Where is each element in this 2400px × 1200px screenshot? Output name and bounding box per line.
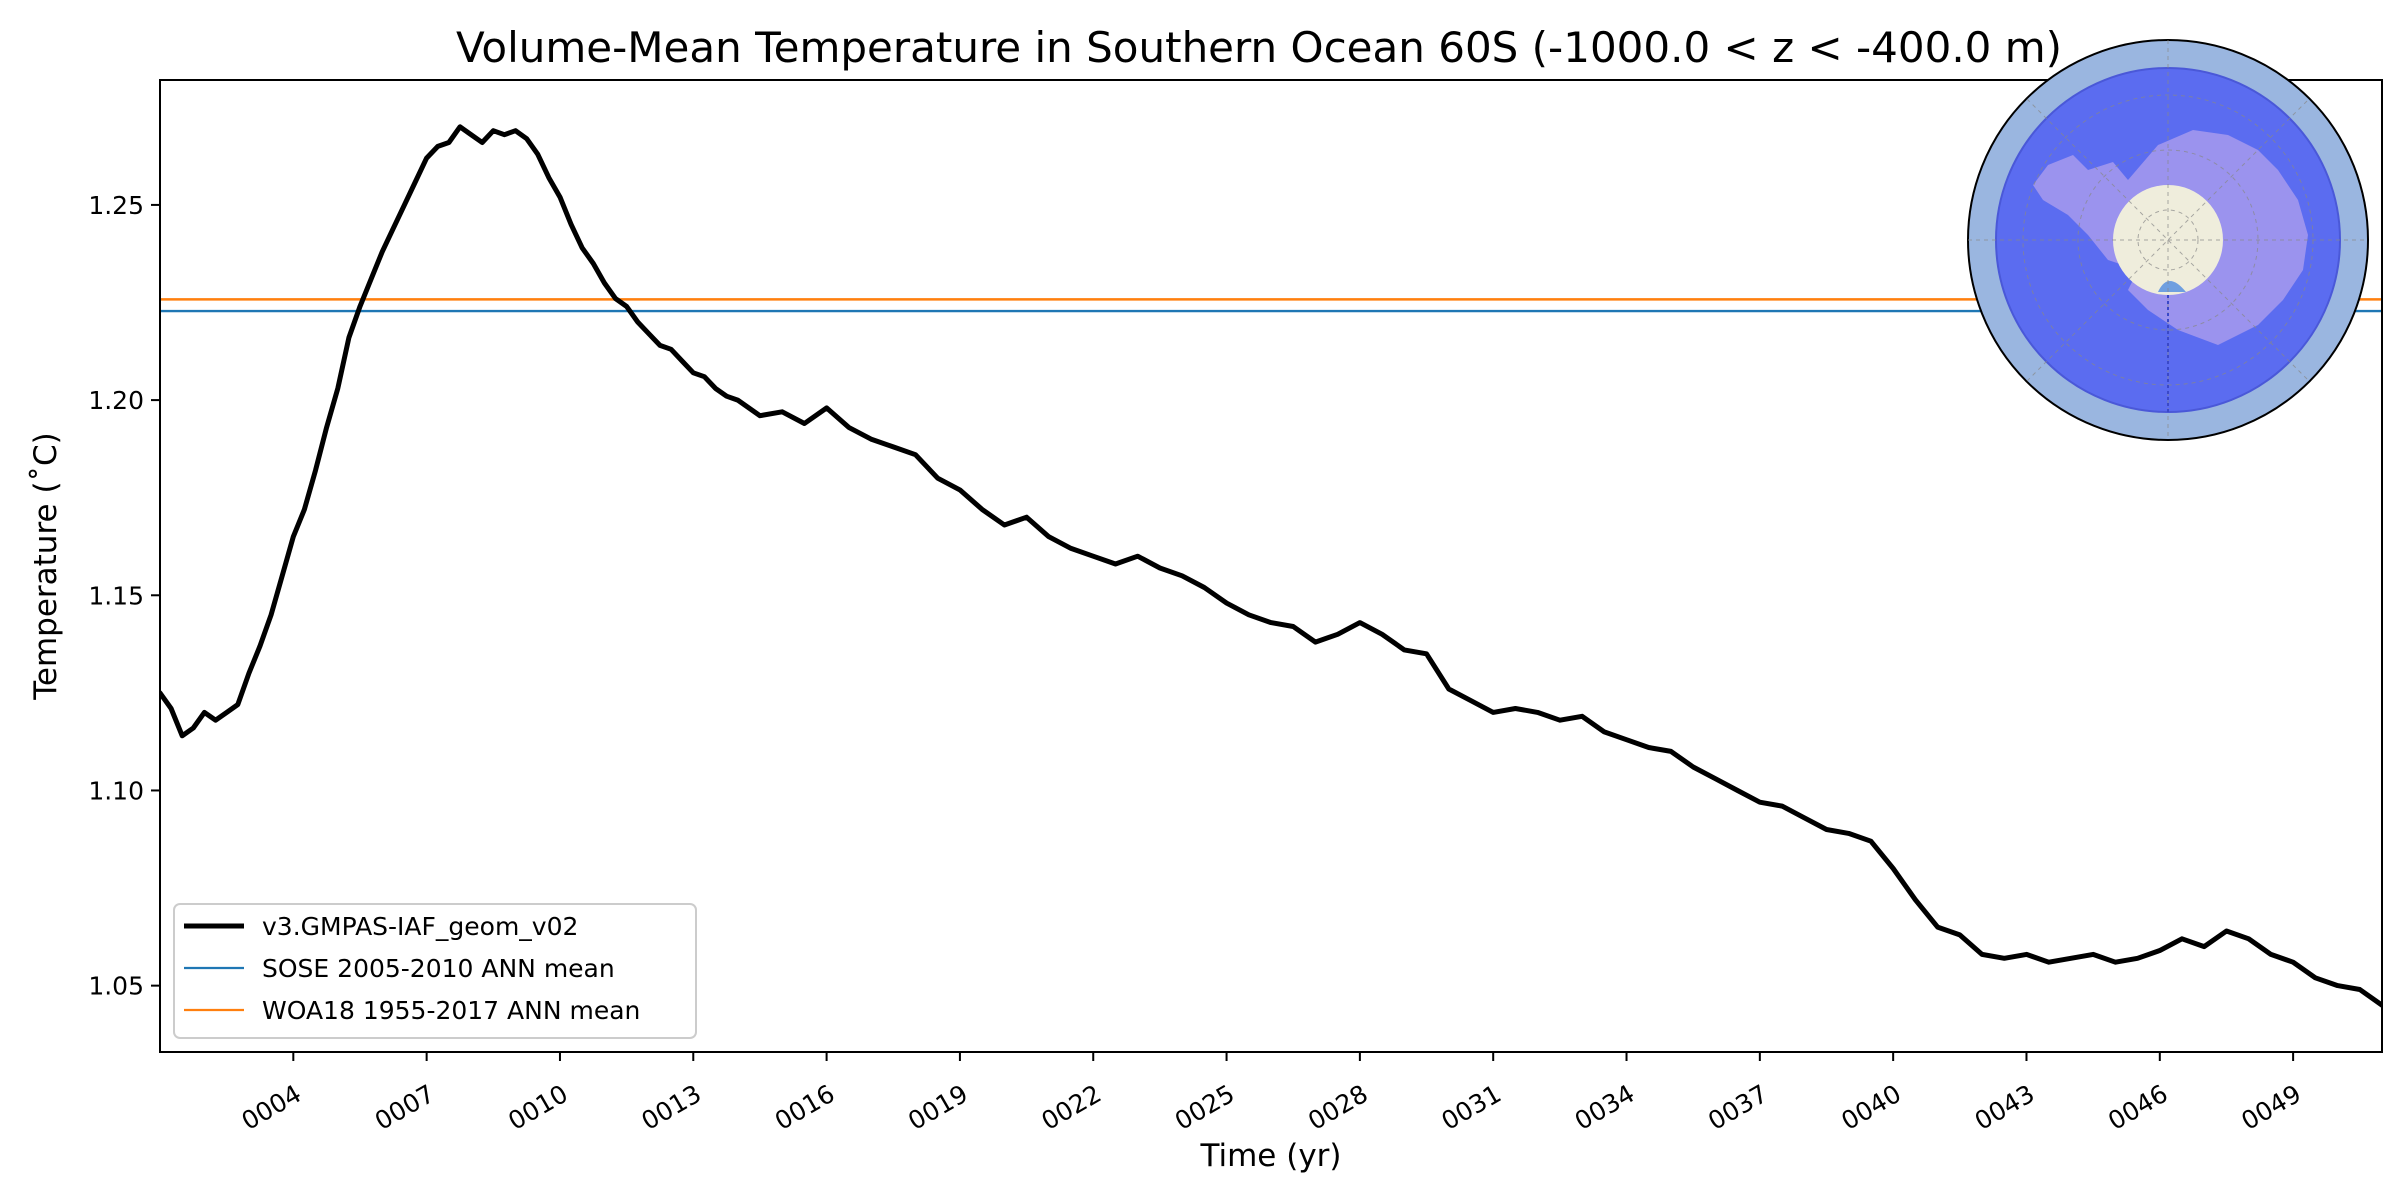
legend-label-sose: SOSE 2005-2010 ANN mean (262, 954, 615, 983)
x-tick-label: 0013 (637, 1079, 707, 1136)
x-axis-label: Time (yr) (1200, 1138, 1342, 1174)
x-tick-label: 0028 (1303, 1079, 1373, 1136)
x-tick-label: 0043 (1970, 1079, 2040, 1136)
x-tick-label: 0016 (770, 1079, 840, 1136)
x-tick-label: 0034 (1570, 1079, 1640, 1136)
y-axis-label: Temperature (˚C) (28, 432, 64, 701)
legend-label-woa: WOA18 1955-2017 ANN mean (262, 996, 640, 1025)
x-tick-label: 0031 (1436, 1079, 1506, 1136)
y-tick-label: 1.15 (88, 581, 144, 610)
x-tick-label: 0037 (1703, 1079, 1773, 1136)
legend-label-model: v3.GMPAS-IAF_geom_v02 (262, 912, 578, 941)
x-tick-label: 0010 (503, 1079, 573, 1136)
x-tick-label: 0019 (903, 1079, 973, 1136)
x-tick-label: 0049 (2236, 1079, 2306, 1136)
x-tick-label: 0022 (1037, 1079, 1107, 1136)
chart-title: Volume-Mean Temperature in Southern Ocea… (456, 23, 2062, 72)
y-tick-label: 1.05 (88, 972, 144, 1001)
x-tick-label: 0046 (2103, 1079, 2173, 1136)
x-tick-label: 0007 (370, 1079, 440, 1136)
x-tick-label: 0004 (237, 1079, 307, 1136)
x-tick-label: 0025 (1170, 1079, 1240, 1136)
model-temperature-line (160, 124, 2382, 1008)
legend: v3.GMPAS-IAF_geom_v02 SOSE 2005-2010 ANN… (173, 903, 697, 1039)
antarctica-polar-map-icon (1967, 39, 2369, 441)
y-tick-label: 1.10 (88, 776, 144, 805)
x-tick-label: 0040 (1836, 1079, 1906, 1136)
plot-frame (159, 79, 2383, 1053)
y-tick-label: 1.20 (88, 386, 144, 415)
y-tick-label: 1.25 (88, 191, 144, 220)
